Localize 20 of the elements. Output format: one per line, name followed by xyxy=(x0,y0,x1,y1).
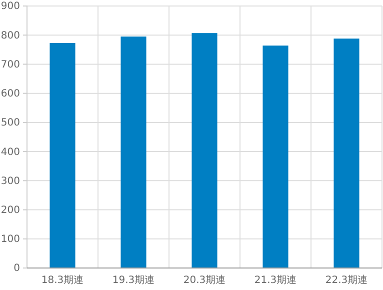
y-tick-label: 900 xyxy=(0,1,20,12)
y-tick-label: 100 xyxy=(0,234,20,246)
x-tick-label: 19.3期連 xyxy=(112,274,155,286)
x-tick-label: 22.3期連 xyxy=(325,274,368,286)
x-tick-label: 18.3期連 xyxy=(41,274,84,286)
y-tick-label: 0 xyxy=(14,263,20,274)
bar xyxy=(120,36,146,268)
y-tick-label: 800 xyxy=(0,30,20,42)
bar xyxy=(192,33,218,268)
bar xyxy=(334,38,360,268)
y-tick-label: 200 xyxy=(0,204,20,216)
x-tick-label: 20.3期連 xyxy=(183,274,226,286)
y-tick-label: 600 xyxy=(0,88,20,100)
y-tick-label: 700 xyxy=(0,59,20,70)
y-tick-label: 300 xyxy=(0,176,20,187)
bar xyxy=(50,42,76,268)
y-tick-label: 400 xyxy=(0,146,20,158)
x-tick-label: 21.3期連 xyxy=(254,274,297,286)
y-tick-label: 500 xyxy=(0,118,20,129)
bar xyxy=(262,46,288,268)
